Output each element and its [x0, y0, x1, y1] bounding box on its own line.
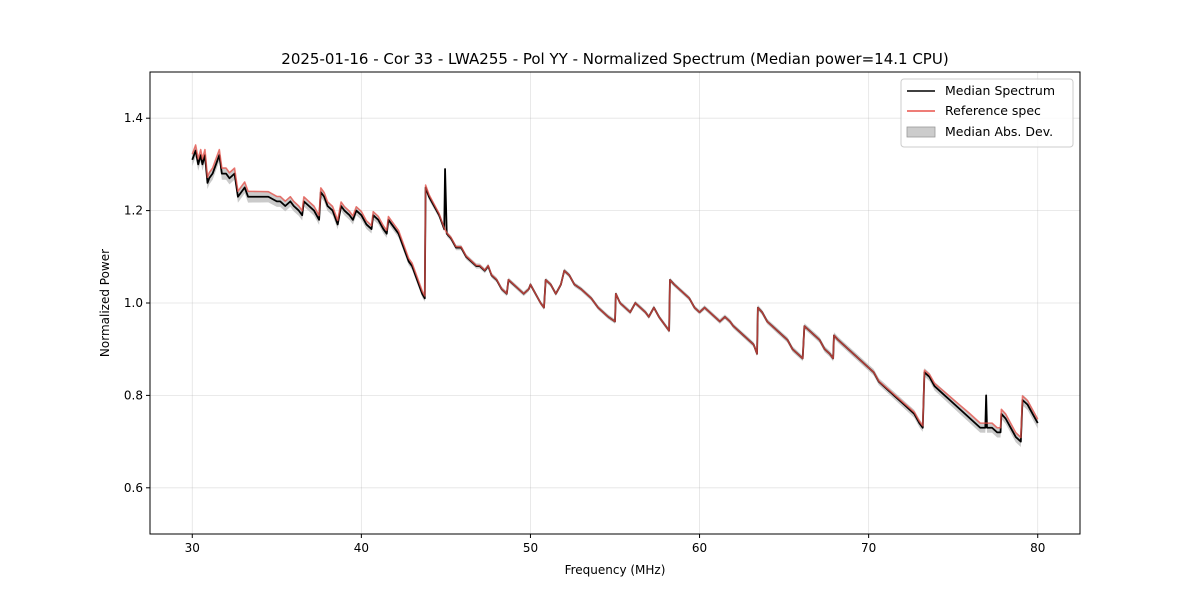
x-tick-label: 70	[861, 541, 876, 555]
y-axis-ticks: 0.6 0.8 1.0 1.2 1.4	[124, 111, 150, 495]
legend: Median Spectrum Reference spec Median Ab…	[900, 78, 1074, 148]
x-tick-label: 80	[1030, 541, 1045, 555]
chart-title: 2025-01-16 - Cor 33 - LWA255 - Pol YY - …	[281, 50, 948, 68]
y-tick-label: 1.2	[124, 204, 143, 218]
x-tick-label: 50	[523, 541, 538, 555]
y-tick-label: 0.8	[124, 388, 143, 402]
y-tick-label: 1.4	[124, 111, 143, 125]
legend-mad-label: Median Abs. Dev.	[945, 124, 1053, 139]
x-tick-label: 60	[692, 541, 707, 555]
x-axis-ticks: 30 40 50 60 70 80	[185, 534, 1045, 555]
legend-mad-swatch	[906, 126, 936, 138]
y-tick-label: 1.0	[124, 296, 143, 310]
legend-median-label: Median Spectrum	[945, 83, 1055, 98]
y-axis-label: Normalized Power	[98, 249, 112, 357]
data-layer	[191, 144, 1039, 447]
x-axis-label: Frequency (MHz)	[565, 563, 666, 577]
x-tick-label: 40	[354, 541, 369, 555]
legend-box	[900, 78, 1074, 148]
legend-reference-label: Reference spec	[945, 103, 1041, 118]
x-tick-label: 30	[185, 541, 200, 555]
reference-spectrum-line	[191, 144, 1039, 439]
y-tick-label: 0.6	[124, 481, 143, 495]
